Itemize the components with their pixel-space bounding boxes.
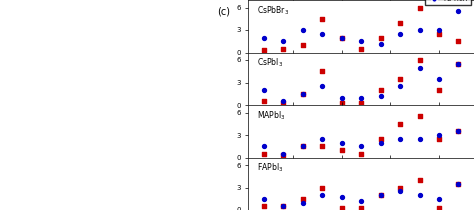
Point — [338, 36, 346, 39]
Point — [377, 36, 384, 39]
Point — [299, 201, 307, 204]
Point — [455, 62, 462, 66]
Point — [260, 144, 268, 148]
Text: CsPbI$_3$: CsPbI$_3$ — [257, 57, 283, 69]
Point — [377, 193, 384, 197]
Point — [377, 88, 384, 92]
Point — [280, 39, 287, 43]
Point — [260, 36, 268, 39]
Point — [416, 178, 423, 182]
Point — [455, 39, 462, 43]
Point — [416, 193, 423, 197]
Point — [416, 115, 423, 118]
Point — [299, 92, 307, 95]
Point — [455, 130, 462, 133]
Point — [455, 182, 462, 185]
Point — [299, 92, 307, 95]
Point — [435, 32, 443, 35]
Point — [338, 195, 346, 198]
Point — [357, 206, 365, 209]
Point — [280, 100, 287, 103]
Point — [299, 28, 307, 32]
Point — [260, 88, 268, 92]
Point — [280, 152, 287, 155]
Point — [357, 199, 365, 203]
Point — [319, 70, 326, 73]
Point — [435, 133, 443, 137]
Point — [455, 130, 462, 133]
Point — [299, 144, 307, 148]
Point — [416, 28, 423, 32]
Point — [338, 36, 346, 39]
Text: (c): (c) — [217, 6, 230, 16]
Point — [396, 85, 404, 88]
Point — [377, 141, 384, 144]
Point — [396, 137, 404, 140]
Point — [377, 42, 384, 45]
Point — [377, 94, 384, 98]
Point — [435, 28, 443, 32]
Point — [357, 101, 365, 104]
Point — [260, 205, 268, 208]
Point — [280, 47, 287, 50]
Point — [280, 205, 287, 208]
Point — [260, 49, 268, 52]
Point — [338, 206, 346, 209]
Point — [357, 152, 365, 155]
Point — [357, 39, 365, 43]
Point — [319, 17, 326, 20]
Point — [319, 32, 326, 35]
Point — [396, 21, 404, 24]
Point — [319, 137, 326, 140]
Point — [396, 77, 404, 80]
Point — [455, 10, 462, 13]
Point — [280, 154, 287, 157]
Point — [338, 96, 346, 99]
Point — [260, 100, 268, 103]
Point — [319, 193, 326, 197]
Point — [319, 144, 326, 148]
Point — [357, 144, 365, 148]
Point — [396, 186, 404, 189]
Point — [435, 137, 443, 140]
Point — [338, 141, 346, 144]
Point — [280, 205, 287, 208]
Point — [435, 77, 443, 80]
Point — [299, 197, 307, 200]
Text: CsPbBr$_3$: CsPbBr$_3$ — [257, 4, 290, 17]
Point — [319, 186, 326, 189]
Point — [435, 206, 443, 209]
Point — [260, 152, 268, 155]
Point — [396, 190, 404, 193]
Legend: X-rich, Pb-rich: X-rich, Pb-rich — [425, 0, 471, 5]
Point — [416, 6, 423, 9]
Text: MAPbI$_3$: MAPbI$_3$ — [257, 109, 286, 122]
Point — [357, 47, 365, 50]
Point — [435, 88, 443, 92]
Point — [455, 62, 462, 66]
Point — [396, 122, 404, 125]
Point — [280, 101, 287, 104]
Point — [455, 182, 462, 185]
Point — [319, 85, 326, 88]
Point — [435, 197, 443, 200]
Point — [338, 148, 346, 152]
Point — [416, 66, 423, 69]
Point — [377, 193, 384, 197]
Text: FAPbI$_3$: FAPbI$_3$ — [257, 162, 284, 174]
Point — [416, 58, 423, 62]
Point — [299, 144, 307, 148]
Point — [396, 32, 404, 35]
Point — [338, 101, 346, 104]
Point — [260, 197, 268, 200]
Point — [357, 96, 365, 99]
Point — [416, 137, 423, 140]
Point — [299, 43, 307, 47]
Point — [377, 137, 384, 140]
